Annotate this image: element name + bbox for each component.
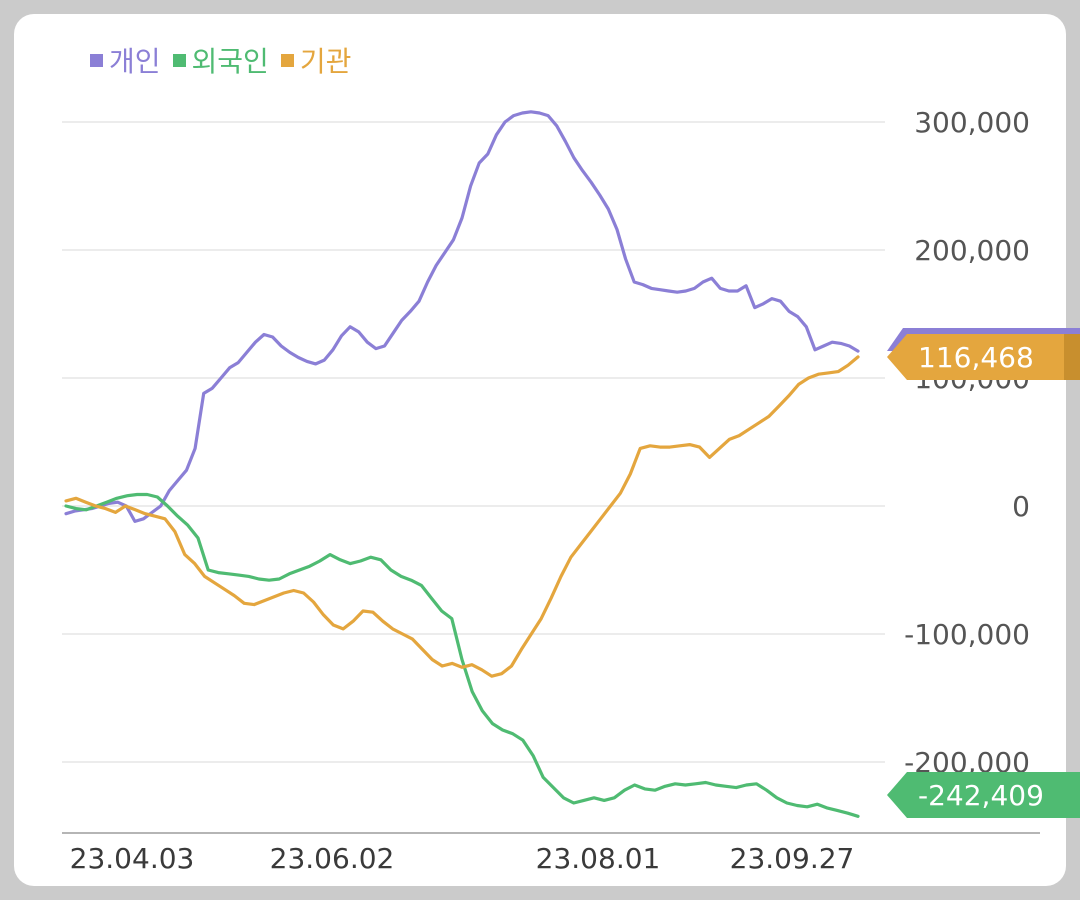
legend-swatch-institution xyxy=(280,53,294,67)
badge-institution xyxy=(887,334,1080,380)
legend-label-institution: 기관 xyxy=(299,45,352,78)
legend-swatch-individual xyxy=(90,53,103,67)
x-tick-label: 23.04.03 xyxy=(70,842,195,875)
series-line-0[interactable] xyxy=(64,110,860,523)
badge-institution-label: 116,468 xyxy=(918,341,1034,374)
legend-swatch-foreign xyxy=(172,53,186,67)
legend-item-institution[interactable]: 기관 xyxy=(280,40,352,80)
x-tick-label: 23.06.02 xyxy=(270,842,395,875)
y-tick-label: 200,000 xyxy=(914,234,1030,267)
legend-label-individual: 개인 xyxy=(109,45,161,78)
series-line-1[interactable] xyxy=(64,492,860,818)
y-tick-label: 0 xyxy=(1012,490,1030,523)
series-lines xyxy=(64,110,860,818)
y-tick-label: 300,000 xyxy=(914,106,1030,139)
x-tick-label: 23.08.01 xyxy=(536,842,661,875)
end-value-badges: 116,468 -242,409 xyxy=(887,328,1080,818)
y-tick-label: -100,000 xyxy=(904,618,1030,651)
chart-legend: 개인 외국인 기관 xyxy=(90,40,351,80)
chart-card xyxy=(14,14,1066,886)
badge-foreign-label: -242,409 xyxy=(918,779,1044,812)
legend-item-individual[interactable]: 개인 xyxy=(90,40,161,80)
series-line-2[interactable] xyxy=(64,355,860,678)
legend-label-foreign: 외국인 xyxy=(191,45,269,78)
x-axis-ticks: 23.04.03 23.06.02 23.08.01 23.09.27 xyxy=(70,842,855,875)
badge-foreign xyxy=(887,772,1080,818)
grid-lines xyxy=(62,121,1040,834)
x-tick-label: 23.09.27 xyxy=(730,842,855,875)
legend-item-foreign[interactable]: 외국인 xyxy=(172,40,269,80)
badge-institution-edge xyxy=(1064,334,1080,380)
